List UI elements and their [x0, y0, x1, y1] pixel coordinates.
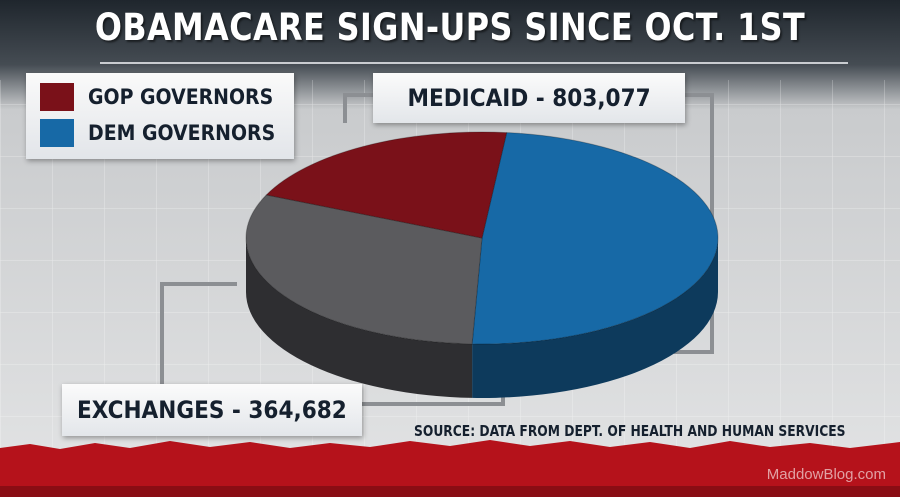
source-note: SOURCE: DATA FROM DEPT. OF HEALTH AND HU… [414, 422, 846, 440]
pie-side-0 [472, 238, 718, 398]
legend-swatch-dem [40, 119, 74, 147]
chart-title: OBAMACARE SIGN-UPS SINCE OCT. 1ST [94, 6, 806, 49]
exchanges-connector-left [160, 282, 237, 384]
legend-label-gop: GOP GOVERNORS [88, 85, 274, 109]
legend-item-dem: DEM GOVERNORS [40, 117, 296, 149]
pie-slice-0 [471, 132, 719, 345]
pie-side-1 [246, 238, 473, 398]
watermark: MaddowBlog.com [766, 466, 886, 483]
medicaid-callout: MEDICAID - 803,077 [373, 73, 685, 123]
legend-label-dem: DEM GOVERNORS [88, 121, 276, 145]
medicaid-connector-left [343, 93, 373, 123]
legend-swatch-gop [40, 83, 74, 111]
medicaid-callout-text: MEDICAID - 803,077 [407, 84, 651, 112]
pie-slice-2 [265, 131, 508, 239]
exchanges-callout-text: EXCHANGES - 364,682 [77, 396, 347, 424]
pie-slice-1 [245, 194, 483, 345]
legend-item-gop: GOP GOVERNORS [40, 81, 294, 113]
exchanges-callout: EXCHANGES - 364,682 [62, 384, 362, 436]
pie-chart [245, 131, 719, 398]
footer-band [0, 440, 900, 497]
legend: GOP GOVERNORS DEM GOVERNORS [26, 73, 294, 159]
title-underline [100, 62, 848, 64]
